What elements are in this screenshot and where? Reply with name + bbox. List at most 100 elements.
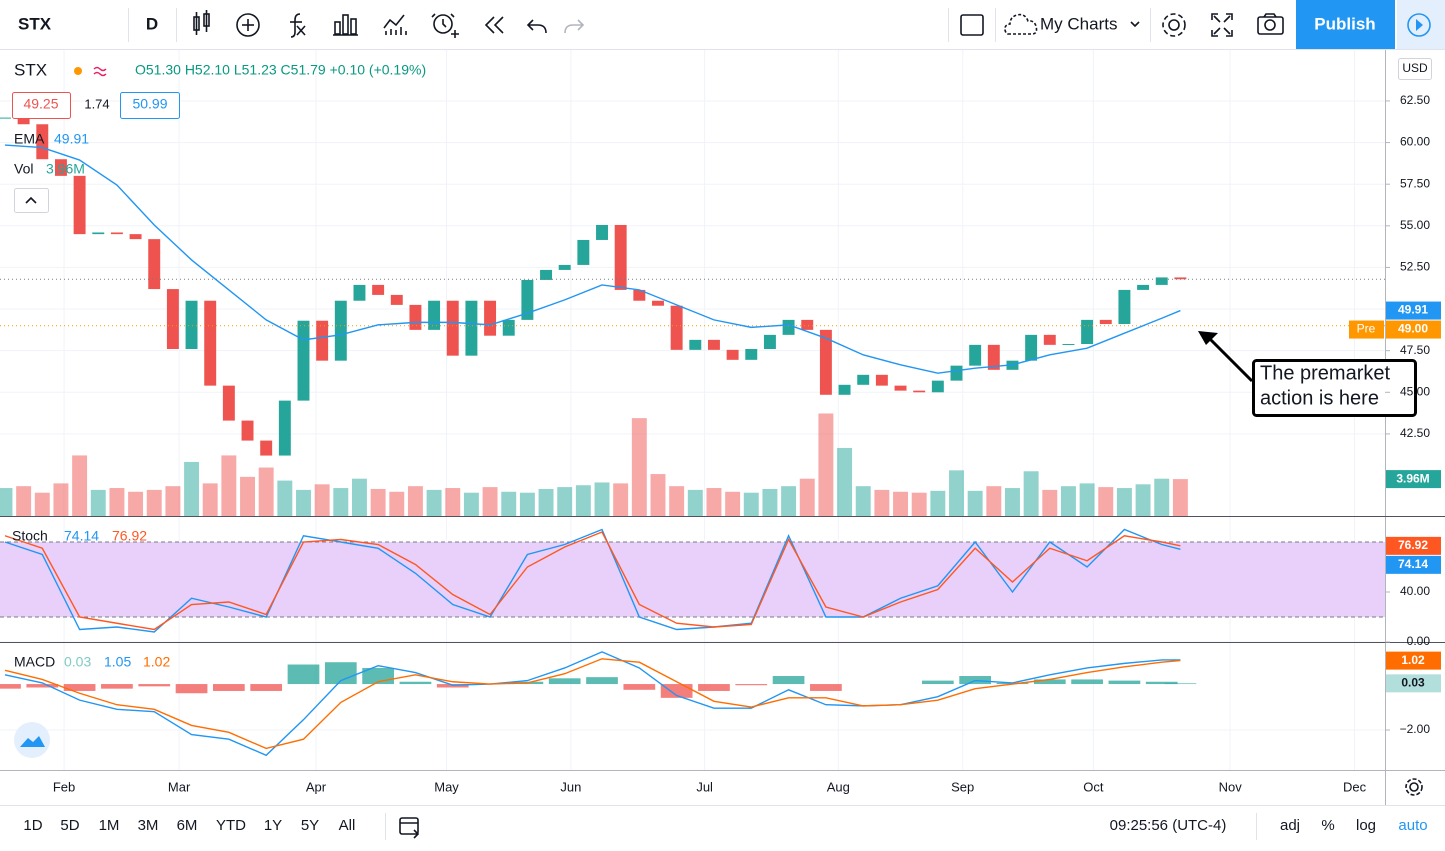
volume-bar <box>613 483 628 516</box>
macd-histogram-bar <box>698 684 730 691</box>
candle-body <box>260 441 272 456</box>
candle-body <box>1100 320 1112 324</box>
volume-bar <box>1117 488 1132 516</box>
volume-bar <box>109 488 124 516</box>
collapse-legend-button[interactable] <box>15 189 49 213</box>
volume-bar <box>72 455 87 516</box>
volume-bar <box>1173 479 1188 516</box>
volume-bar <box>688 490 703 516</box>
volume-bar <box>595 482 610 516</box>
volume-bar <box>128 492 143 516</box>
x-tick-label: Sep <box>951 779 974 794</box>
logo[interactable] <box>14 722 50 758</box>
publish-label[interactable]: Publish <box>1314 14 1375 33</box>
scale-option[interactable]: auto <box>1398 817 1427 834</box>
macd-histogram-bar <box>101 684 133 689</box>
range-button[interactable]: 6M <box>177 817 198 834</box>
range-button[interactable]: 1Y <box>264 817 282 834</box>
volume-bar <box>725 492 740 516</box>
volume-bar <box>427 490 442 516</box>
interval-button[interactable]: D <box>146 14 158 33</box>
range-button[interactable]: 1M <box>99 817 120 834</box>
x-tick-label: Feb <box>53 779 75 794</box>
candle-body <box>783 320 795 335</box>
volume-bar <box>949 470 964 516</box>
range-button[interactable]: 3M <box>138 817 159 834</box>
volume-bar <box>986 486 1001 516</box>
candle-body <box>727 350 739 360</box>
macd-histogram-bar <box>735 684 767 685</box>
macd-histogram-bar <box>1109 681 1141 684</box>
range-button[interactable]: All <box>339 817 356 834</box>
volume-bar <box>912 493 927 516</box>
legend-ohlc: O51.30 H52.10 L51.23 C51.79 +0.10 (+0.19… <box>135 62 426 78</box>
volume-bar <box>221 455 236 516</box>
volume-bar <box>315 484 330 516</box>
scale-option[interactable]: adj <box>1280 817 1300 834</box>
candle-body <box>652 301 664 306</box>
candle-body <box>428 301 440 330</box>
y-tick-label: 45.00 <box>1400 384 1430 398</box>
volume-bar <box>744 493 759 516</box>
vol-legend-name: Vol <box>14 161 33 177</box>
candle-body <box>1025 335 1037 361</box>
candle-body <box>335 301 347 361</box>
candle-body <box>148 239 160 289</box>
volume-bar <box>1136 484 1151 516</box>
volume-bar <box>539 489 554 516</box>
ask-price[interactable]: 50.99 <box>132 96 167 112</box>
candle-body <box>615 225 627 290</box>
volume-bar <box>856 486 871 516</box>
candle-body <box>671 306 683 350</box>
macd-legend-line: 1.05 <box>104 654 131 670</box>
range-button[interactable]: 1D <box>23 817 42 834</box>
candle-body <box>895 386 907 391</box>
candle-body <box>167 289 179 349</box>
symbol-button[interactable]: STX <box>18 14 52 33</box>
range-button[interactable]: 5D <box>60 817 79 834</box>
candle-body <box>447 301 459 356</box>
currency-label[interactable]: USD <box>1402 61 1428 75</box>
candle-body <box>465 301 477 356</box>
price-badge-label: 76.92 <box>1398 538 1428 552</box>
scale-option[interactable]: % <box>1321 817 1334 834</box>
candle-body <box>0 118 11 119</box>
macd-histogram-bar <box>586 677 618 684</box>
volume-bar <box>203 483 218 516</box>
candle-body <box>540 270 552 280</box>
macd-histogram-bar <box>213 684 245 691</box>
x-tick-label: Oct <box>1083 779 1104 794</box>
candle-body <box>708 340 720 350</box>
candle-body <box>801 320 813 330</box>
y-tick-label: 42.50 <box>1400 426 1430 440</box>
candle-body <box>1062 344 1074 345</box>
macd-histogram-bar <box>810 684 842 691</box>
macd-histogram-bar <box>64 684 96 691</box>
volume-bar <box>184 462 199 516</box>
volume-bar <box>651 474 666 516</box>
bid-price[interactable]: 49.25 <box>23 96 58 112</box>
range-button[interactable]: YTD <box>216 817 246 834</box>
candle-body <box>913 391 925 393</box>
x-tick-label: Nov <box>1219 779 1243 794</box>
scale-option[interactable]: log <box>1356 817 1376 834</box>
range-button[interactable]: 5Y <box>301 817 319 834</box>
macd-histogram-bar <box>250 684 282 691</box>
macd-histogram-bar <box>288 665 320 685</box>
volume-bar <box>1042 490 1057 516</box>
volume-bar <box>352 479 367 516</box>
my-charts-button[interactable]: My Charts <box>1040 14 1117 33</box>
y-tick-label: 55.00 <box>1400 218 1430 232</box>
market-status-icon <box>74 67 82 75</box>
volume-bar <box>389 492 404 516</box>
candle-body <box>279 401 291 456</box>
legend-symbol: STX <box>14 60 47 79</box>
clock: 09:25:56 (UTC-4) <box>1110 817 1227 834</box>
spread: 1.74 <box>84 96 109 111</box>
volume-bar <box>576 485 591 516</box>
macd-histogram-bar <box>1165 683 1197 684</box>
price-badge-label: 3.96M <box>1396 471 1429 485</box>
candle-body <box>1156 277 1168 284</box>
price-badge-label: 49.00 <box>1398 322 1428 336</box>
